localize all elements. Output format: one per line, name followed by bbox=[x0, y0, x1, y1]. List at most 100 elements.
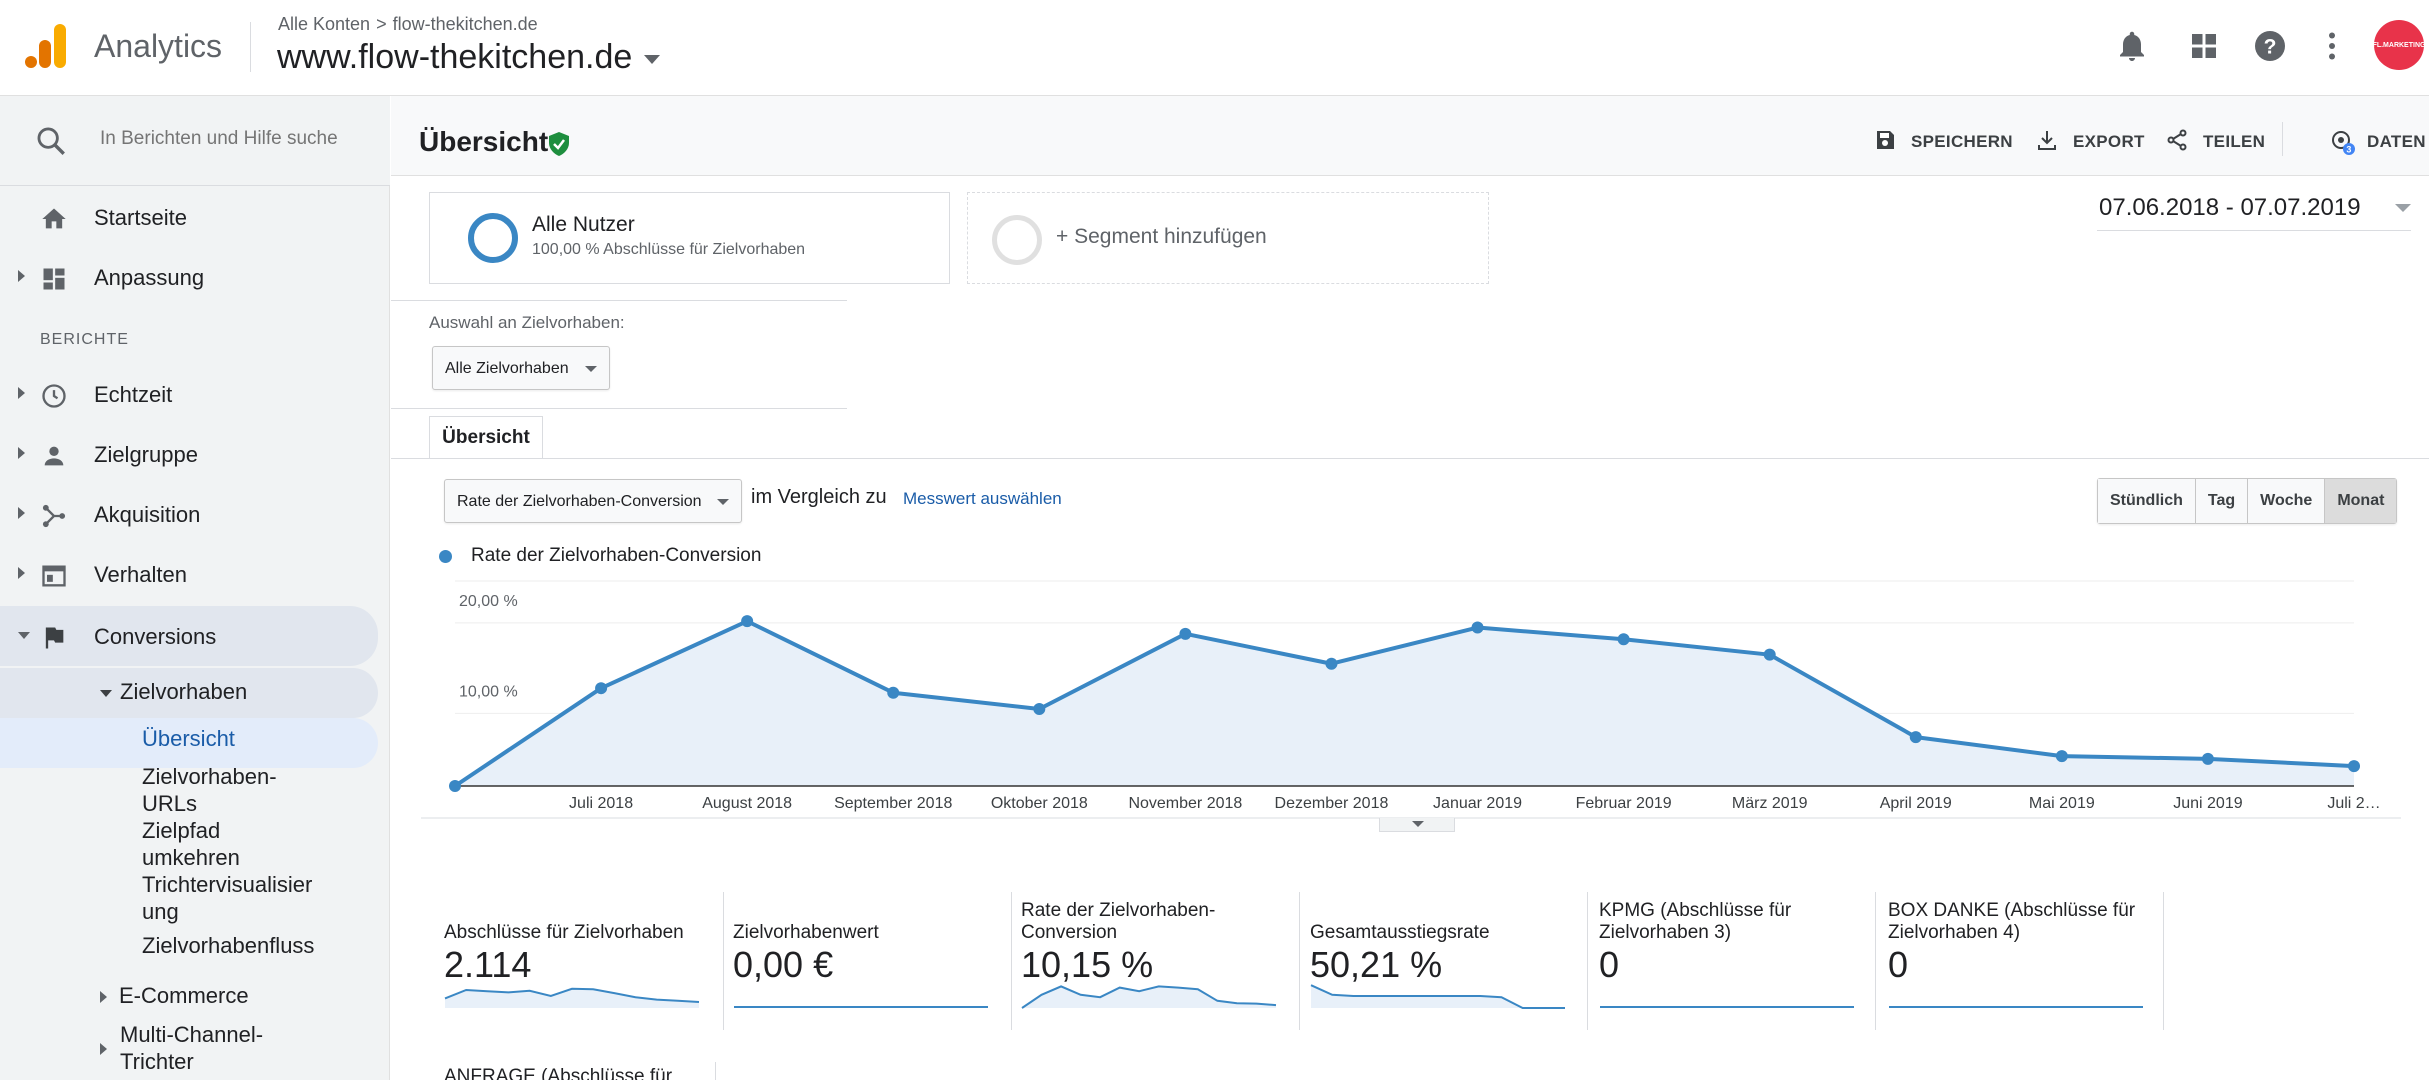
top-header: Analytics Alle Konten > flow-thekitchen.de… bbox=[0, 0, 2429, 96]
chart-area-fill bbox=[455, 621, 2354, 786]
chart-data-point[interactable] bbox=[1033, 703, 1046, 716]
kpi-total-abandonment-rate[interactable]: Gesamtausstiegsrate 50,21 % bbox=[1310, 892, 1600, 1080]
x-tick-label: Oktober 2018 bbox=[991, 795, 1088, 812]
sidebar-item-customization[interactable]: Anpassung bbox=[0, 250, 380, 304]
chart-data-point[interactable] bbox=[449, 780, 461, 792]
sidebar-item-multichannel[interactable]: Multi-Channel- Trichter bbox=[100, 1021, 263, 1075]
chart-expand-handle[interactable] bbox=[1379, 818, 1455, 832]
goal-selection-dropdown[interactable]: Alle Zielvorhaben bbox=[432, 346, 610, 390]
search-icon[interactable] bbox=[34, 124, 68, 158]
property-selector[interactable]: www.flow-thekitchen.de bbox=[277, 38, 661, 77]
avatar[interactable]: FL.MARKETING bbox=[2373, 20, 2425, 70]
granularity-week[interactable]: Woche bbox=[2248, 479, 2326, 523]
x-tick-label: Februar 2019 bbox=[1576, 795, 1672, 812]
chart-data-point[interactable] bbox=[1179, 627, 1192, 640]
chart-data-point[interactable] bbox=[741, 615, 754, 628]
sidebar-item-label: Akquisition bbox=[94, 502, 201, 527]
sidebar-item-reverse-goal-path[interactable]: Zielpfad umkehren bbox=[142, 817, 240, 871]
share-button[interactable]: TEILEN bbox=[2167, 129, 2265, 152]
sidebar-item-funnel-visualization[interactable]: Trichtervisualisier ung bbox=[142, 871, 312, 925]
chevron-down-icon bbox=[717, 499, 729, 505]
sidebar-item-goal-urls[interactable]: Zielvorhaben- URLs bbox=[142, 763, 277, 817]
sidebar-item-label: Startseite bbox=[94, 205, 187, 230]
breadcrumb-root[interactable]: Alle Konten bbox=[278, 14, 371, 34]
conversion-rate-chart[interactable]: 20,00 % 10,00 % Juli 2018 August 2018 Septem… bbox=[391, 576, 2429, 836]
chart-data-point[interactable] bbox=[2201, 752, 2214, 765]
sidebar-item-home[interactable]: Startseite bbox=[0, 190, 380, 244]
kpi-title: Zielvorhabenwert bbox=[733, 922, 879, 943]
x-tick-label: Januar 2019 bbox=[1433, 795, 1522, 812]
kpi-separator bbox=[1875, 892, 1876, 1030]
bell-icon[interactable] bbox=[2114, 28, 2150, 64]
chart-data-point[interactable] bbox=[1617, 633, 1630, 646]
segment-name: Alle Nutzer bbox=[532, 213, 635, 236]
chevron-down-icon[interactable] bbox=[2395, 204, 2411, 212]
kpi-sparkline-area bbox=[1022, 986, 1276, 1008]
select-metric-link[interactable]: Messwert auswählen bbox=[903, 489, 1062, 508]
more-vert-icon[interactable] bbox=[2314, 28, 2350, 64]
x-tick-label: Juli 2018 bbox=[569, 795, 633, 812]
date-range-picker[interactable]: 07.06.2018 - 07.07.2019 bbox=[2099, 194, 2361, 221]
search-input[interactable] bbox=[100, 128, 370, 150]
chart-data-point[interactable] bbox=[1325, 657, 1338, 670]
flag-icon bbox=[45, 627, 64, 649]
chevron-down-icon bbox=[100, 689, 112, 697]
goal-selection-label: Auswahl an Zielvorhaben: bbox=[429, 313, 625, 332]
breadcrumb-account[interactable]: flow-thekitchen.de bbox=[392, 14, 538, 34]
sidebar-item-audience[interactable]: Zielgruppe bbox=[0, 427, 380, 481]
active-subsection-highlight bbox=[0, 668, 378, 718]
chevron-right-icon bbox=[100, 1043, 107, 1055]
sidebar-item-conversions[interactable]: Conversions bbox=[0, 609, 380, 663]
save-button[interactable]: SPEICHERN bbox=[1877, 131, 2013, 152]
kpi-goal-completions[interactable]: Abschlüsse für Zielvorhaben 2.114 bbox=[444, 892, 734, 1080]
kpi-box-danke[interactable]: BOX DANKE (Abschlüsse für Zielvorhaben 4… bbox=[1888, 892, 2178, 1080]
sidebar-item-label: Zielvorhaben bbox=[120, 679, 248, 704]
help-icon[interactable]: ? bbox=[2252, 28, 2288, 64]
divider bbox=[391, 300, 847, 301]
export-button[interactable]: EXPORT bbox=[2038, 131, 2145, 152]
kpi-separator bbox=[1587, 892, 1588, 1030]
chart-data-point[interactable] bbox=[1471, 621, 1484, 634]
segment-all-users[interactable]: Alle Nutzer 100,00 % Abschlüsse für Ziel… bbox=[429, 192, 950, 284]
kpi-goal-value[interactable]: Zielvorhabenwert 0,00 € bbox=[733, 892, 1023, 1080]
granularity-hourly[interactable]: Stündlich bbox=[2098, 479, 2196, 523]
chart-data-point[interactable] bbox=[887, 686, 900, 699]
kpi-separator bbox=[723, 892, 724, 1030]
chevron-down-icon bbox=[18, 632, 30, 639]
segment-subtitle: 100,00 % Abschlüsse für Zielvorhaben bbox=[532, 241, 806, 258]
kpi-separator bbox=[715, 1062, 716, 1080]
x-tick-label: September 2018 bbox=[834, 795, 952, 812]
chart-data-point[interactable] bbox=[1909, 731, 1922, 744]
sidebar-item-goal-flow[interactable]: Zielvorhabenfluss bbox=[142, 933, 314, 959]
sidebar-item-behavior[interactable]: Verhalten bbox=[0, 547, 380, 601]
metric-dropdown[interactable]: Rate der Zielvorhaben-Conversion bbox=[444, 479, 742, 523]
sidebar-item-label: E-Commerce bbox=[119, 983, 249, 1008]
tab-overview[interactable]: Übersicht bbox=[429, 416, 543, 458]
add-segment-button[interactable]: + Segment hinzufügen bbox=[967, 192, 1489, 284]
analytics-logo-icon[interactable] bbox=[24, 22, 68, 70]
sidebar-item-realtime[interactable]: Echtzeit bbox=[0, 367, 380, 421]
kpi-sparkline bbox=[1310, 984, 1565, 1009]
chart-data-point[interactable] bbox=[595, 682, 608, 695]
granularity-month[interactable]: Monat bbox=[2325, 479, 2397, 523]
section-label-reports: BERICHTE bbox=[40, 331, 129, 348]
sidebar-item-ecommerce[interactable]: E-Commerce bbox=[100, 983, 249, 1009]
kpi-kpmg[interactable]: KPMG (Abschlüsse für Zielvorhaben 3) 0 bbox=[1599, 892, 1889, 1080]
main-content: Übersicht SPEICHERN EXPORT TEILEN 3 DATE… bbox=[391, 96, 2429, 1080]
granularity-day[interactable]: Tag bbox=[2195, 479, 2249, 523]
kpi-separator bbox=[1011, 892, 1012, 1030]
sidebar-item-goals-overview[interactable]: Übersicht bbox=[142, 726, 235, 752]
kpi-goal-conversion-rate[interactable]: Rate der Zielvorhaben-Conversion 10,15 % bbox=[1021, 892, 1311, 1080]
apps-grid-icon[interactable] bbox=[2186, 28, 2222, 64]
breadcrumb[interactable]: Alle Konten > flow-thekitchen.de bbox=[278, 14, 538, 35]
sidebar-search bbox=[0, 96, 390, 186]
insights-icon: 3 bbox=[2332, 131, 2355, 155]
sidebar-item-acquisition[interactable]: Akquisition bbox=[0, 487, 380, 541]
chart-series-line bbox=[453, 619, 2355, 788]
chevron-right-icon bbox=[18, 447, 25, 459]
chart-data-point[interactable] bbox=[1763, 648, 1776, 661]
sidebar-item-goals[interactable]: Zielvorhaben bbox=[100, 679, 247, 705]
insights-button[interactable]: 3 DATEN bbox=[2332, 131, 2426, 155]
chart-data-point[interactable] bbox=[2348, 760, 2360, 773]
chart-data-point[interactable] bbox=[2055, 750, 2068, 763]
